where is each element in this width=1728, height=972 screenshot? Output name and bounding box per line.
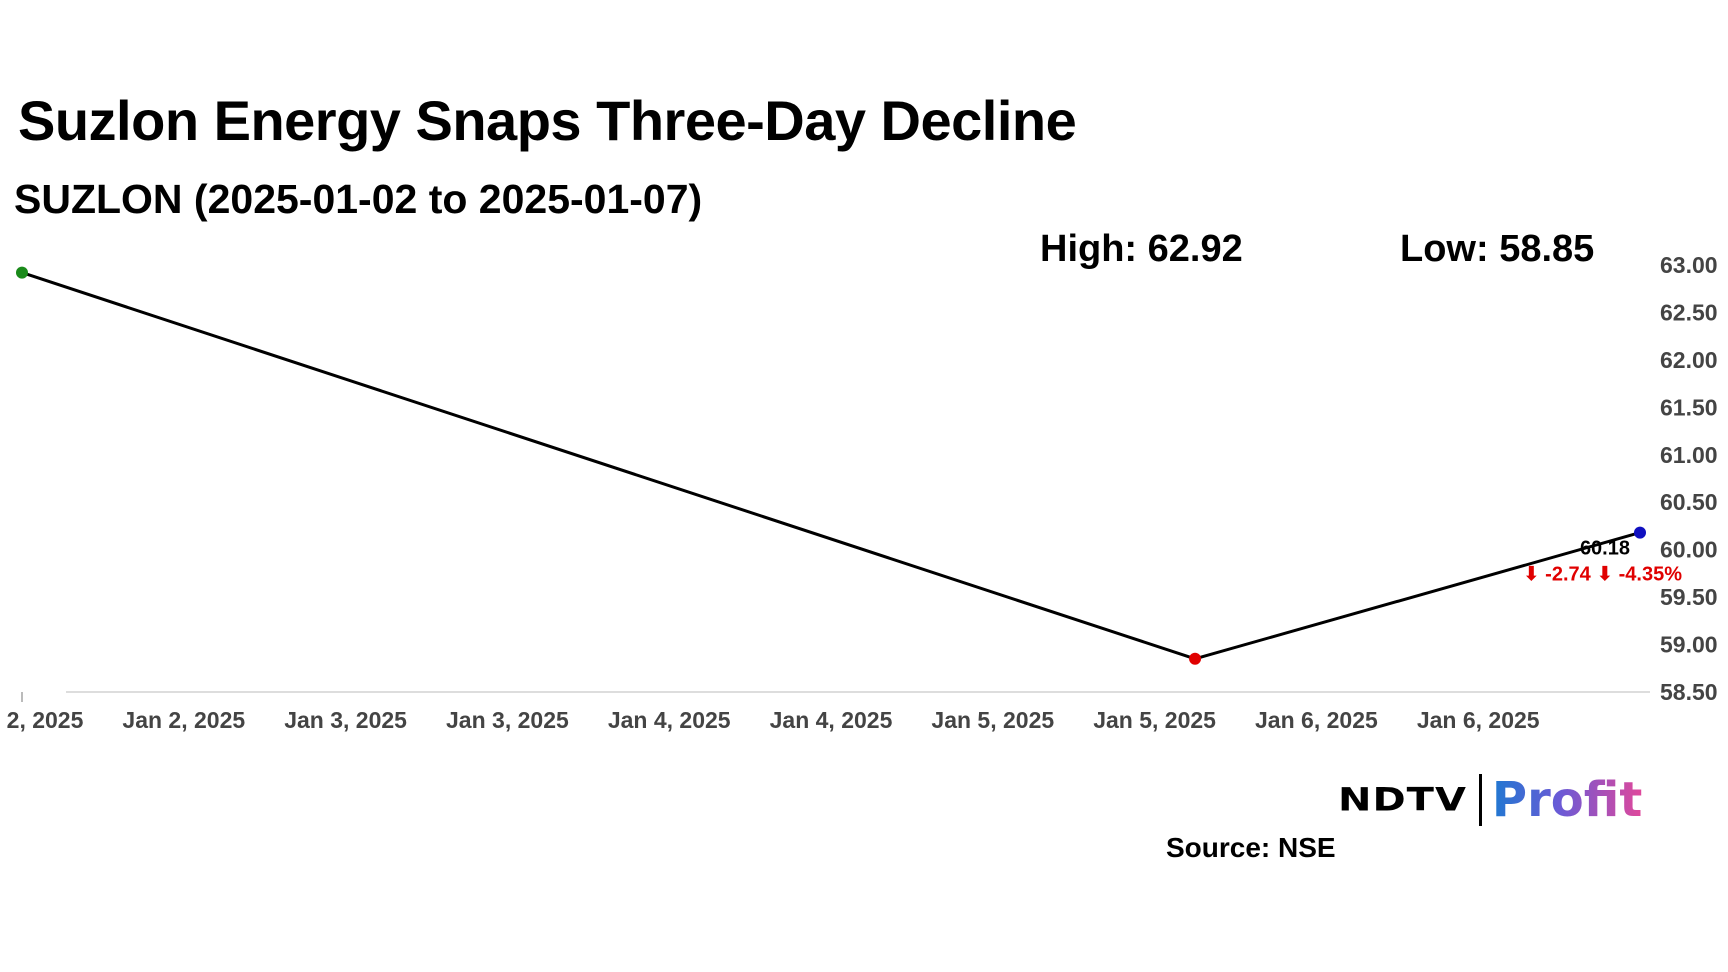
- y-tick-label: 62.00: [1660, 347, 1718, 373]
- x-tick-label: Jan 4, 2025: [770, 707, 893, 733]
- chart-labels: 60.18 ⬇ -2.74 ⬇ -4.35%: [1523, 538, 1682, 586]
- y-tick-label: 61.50: [1660, 394, 1718, 420]
- point-marker-high: [16, 266, 28, 279]
- y-tick-label: 59.50: [1660, 584, 1718, 610]
- chart-axes: 63.00 62.50 62.00 61.50 61.00 60.50 60.00 59.50…: [0, 252, 1718, 733]
- point-marker-low: [1189, 652, 1202, 665]
- x-tick-label: Jan 2, 2025: [0, 707, 84, 733]
- high-value: High: 62.92: [1040, 228, 1243, 270]
- point-marker-last: [1634, 526, 1646, 539]
- y-tick-label: 60.50: [1660, 489, 1718, 515]
- x-tick-label: Jan 6, 2025: [1255, 707, 1378, 733]
- x-tick-label: Jan 6, 2025: [1417, 707, 1540, 733]
- y-tick-label: 61.00: [1660, 442, 1718, 468]
- ndtv-profit-logo: NDTV Profit: [1338, 772, 1642, 828]
- change-label: ⬇ -2.74 ⬇ -4.35%: [1523, 564, 1682, 586]
- y-tick-label: 62.50: [1660, 299, 1718, 325]
- low-value: Low: 58.85: [1400, 228, 1595, 270]
- source-note: Source: NSE: [1166, 832, 1336, 863]
- logo-profit-text: Profit: [1491, 772, 1643, 828]
- x-tick-label: Jan 3, 2025: [446, 707, 569, 733]
- price-series: [16, 266, 1646, 665]
- logo-ndtv-text: NDTV: [1338, 781, 1467, 819]
- y-tick-label: 58.50: [1660, 679, 1718, 705]
- x-tick-label: Jan 5, 2025: [931, 707, 1054, 733]
- chart-title: Suzlon Energy Snaps Three-Day Decline: [18, 89, 1077, 152]
- chart-subtitle: SUZLON (2025-01-02 to 2025-01-07): [14, 176, 703, 222]
- y-tick-label: 59.00: [1660, 632, 1718, 658]
- x-tick-label: Jan 4, 2025: [608, 707, 731, 733]
- x-tick-label: Jan 5, 2025: [1093, 707, 1216, 733]
- x-tick-label: Jan 3, 2025: [284, 707, 407, 733]
- y-tick-label: 60.00: [1660, 537, 1718, 563]
- last-value-label: 60.18: [1580, 538, 1630, 560]
- logo-divider: [1478, 774, 1482, 826]
- x-tick-label: Jan 2, 2025: [122, 707, 245, 733]
- y-tick-label: 63.00: [1660, 252, 1718, 278]
- price-line: [21, 271, 1641, 661]
